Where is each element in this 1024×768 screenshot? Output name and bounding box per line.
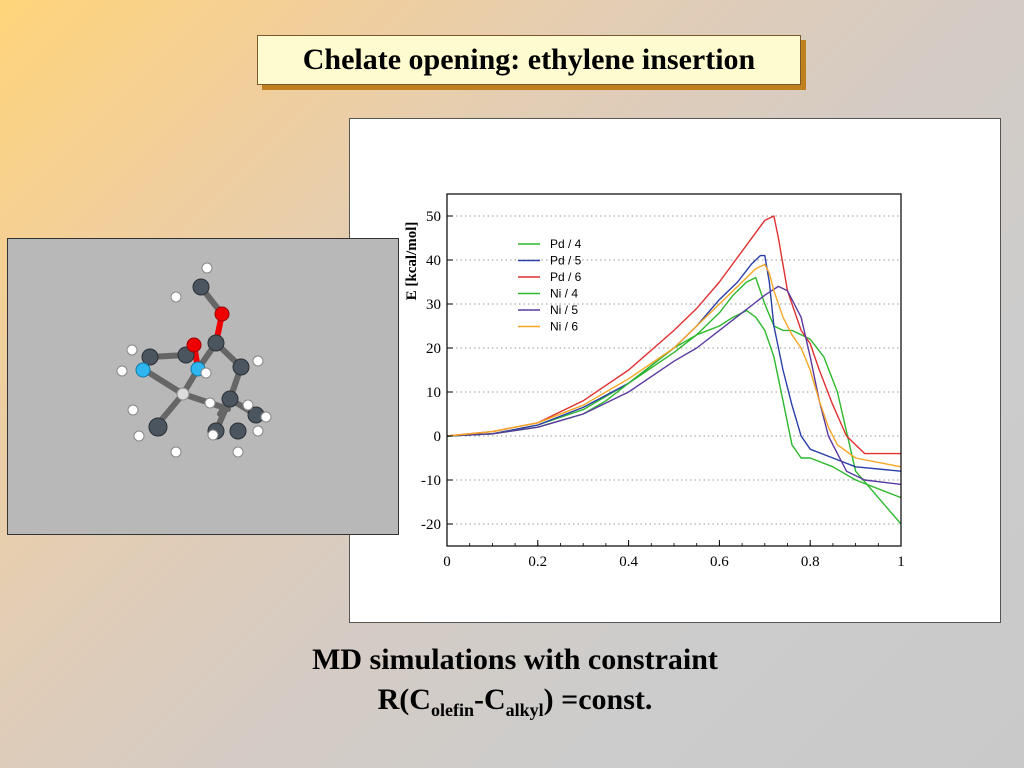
caption-dash: -C <box>473 683 506 716</box>
plot-frame <box>446 193 902 547</box>
legend-label: Pd / 4 <box>550 237 582 251</box>
slide-title: Chelate opening: ethylene insertion <box>257 35 801 85</box>
x-tick-label: 0.2 <box>528 554 547 570</box>
legend-label: Pd / 5 <box>550 254 582 268</box>
caption-end: ) =const. <box>543 683 653 716</box>
caption-line-2: R(Colefin-Calkyl) =const. <box>0 680 1024 730</box>
caption-alkyl: alkyl <box>505 700 544 720</box>
slide-caption: MD simulations with constraint R(Colefin… <box>0 640 1024 730</box>
x-tick-label: 0.6 <box>710 554 729 570</box>
x-tick-label: 0.8 <box>801 554 820 570</box>
grid-lines <box>447 215 901 525</box>
y-tick-label: 30 <box>426 297 441 313</box>
chart-legend: Pd / 4 Pd / 5 Pd / 6 Ni / 4 Ni / 5 Ni / 6 <box>518 237 582 334</box>
series-line-5 <box>446 263 902 468</box>
y-tick-label: 50 <box>426 209 441 225</box>
caption-r: R(C <box>377 683 431 716</box>
y-tick-label: -20 <box>421 517 441 533</box>
series-line-0 <box>446 276 902 525</box>
series-line-4 <box>446 285 902 486</box>
y-tick-label: 40 <box>426 253 441 269</box>
legend-label: Pd / 6 <box>550 270 582 284</box>
x-tick-label: 1 <box>897 554 905 570</box>
y-tick-label: 0 <box>434 429 442 445</box>
legend-label: Ni / 4 <box>550 287 578 301</box>
molecule-image <box>7 238 399 535</box>
axis-ticks: -20 -10 0 10 20 30 40 50 0 0.2 0.4 0.6 0.8 1 <box>421 209 905 570</box>
energy-chart-panel: -20 -10 0 10 20 30 40 50 0 0.2 0.4 0.6 0.8 1 Pd / 4 Pd… <box>349 118 1001 623</box>
chart-series-lines <box>446 215 902 525</box>
x-tick-label: 0.4 <box>619 554 638 570</box>
caption-line-1: MD simulations with constraint <box>312 643 718 676</box>
legend-label: Ni / 6 <box>550 320 578 334</box>
y-tick-label: 10 <box>426 385 441 401</box>
molecule-structure-icon <box>116 262 272 458</box>
series-line-1 <box>446 254 902 472</box>
y-tick-label: -10 <box>421 473 441 489</box>
x-tick-label: 0 <box>443 554 451 570</box>
y-axis-label: E [kcal/mol] <box>404 222 420 301</box>
legend-label: Ni / 5 <box>550 303 578 317</box>
y-tick-label: 20 <box>426 341 441 357</box>
caption-olefin: olefin <box>430 700 474 720</box>
series-line-2 <box>446 215 901 455</box>
